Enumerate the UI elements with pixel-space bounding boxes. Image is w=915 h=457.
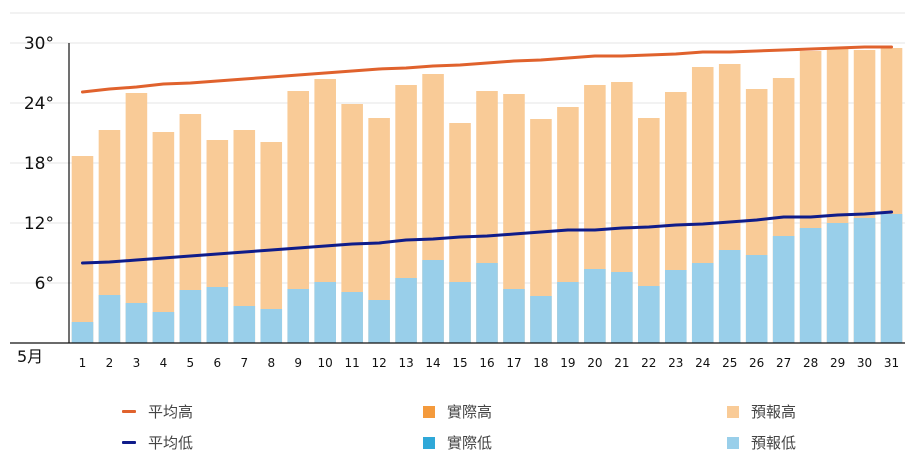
x-tick-label: 31 [884,356,899,370]
x-tick-label: 21 [614,356,629,370]
x-tick-label: 14 [425,356,440,370]
forecast-low-bar [718,250,741,343]
forecast-low-bar [125,303,148,343]
x-tick-label: 8 [267,356,275,370]
x-tick-label: 22 [641,356,656,370]
forecast-low-bar [152,312,175,343]
forecast-low-bar [772,236,795,343]
forecast-low-bar [395,278,417,343]
x-tick-label: 17 [506,356,521,370]
x-tick-label: 29 [830,356,845,370]
forecast-high-bar [287,91,310,343]
forecast-low-bar [260,309,283,343]
x-tick-label: 10 [318,356,333,370]
forecast-high-bar [179,114,202,343]
forecast-low-bar [476,263,498,343]
x-tick-label: 24 [695,356,710,370]
forecast-low-bar [853,218,876,343]
forecast-low-bar [503,289,525,343]
forecast-low-bar [584,269,606,343]
forecast-low-bar [233,306,256,343]
y-tick-label: 30° [24,34,54,54]
x-tick-label: 19 [560,356,575,370]
x-tick-label: 16 [479,356,494,370]
forecast-low-bar [341,292,363,343]
forecast-low-bar [691,263,714,343]
forecast-low-bar [638,286,660,343]
x-tick-label: 18 [533,356,548,370]
x-tick-label: 2 [106,356,114,370]
forecast-high-bar [71,156,94,343]
forecast-low-bar [530,296,552,343]
month-label: 5月 [17,347,43,366]
forecast-low-bar [557,282,579,343]
x-tick-label: 7 [240,356,248,370]
x-tick-label: 5 [187,356,195,370]
forecast-high-bar [152,132,175,343]
forecast-high-bar [314,79,336,343]
x-tick-label: 23 [668,356,683,370]
x-tick-label: 20 [587,356,602,370]
forecast-low-bar [664,270,687,343]
axis-layer: 6°12°18°24°30°5月 1 2 3 4 5 6 7 8 9 10 11 12 13 14 15 16 1… [10,34,905,370]
y-tick-label: 24° [24,94,54,114]
forecast-low-bar [611,272,633,343]
bar-layer [71,48,903,343]
forecast-low-bar [826,223,849,343]
y-tick-label: 18° [24,154,54,174]
forecast-high-bar [233,130,256,343]
x-tick-label: 12 [371,356,386,370]
x-tick-label: 27 [776,356,791,370]
forecast-high-bar [98,130,121,343]
y-tick-label: 6° [35,274,54,294]
forecast-low-bar [422,260,444,343]
x-tick-label: 30 [857,356,872,370]
y-tick-label: 12° [24,214,54,234]
forecast-low-bar [71,322,94,343]
forecast-low-bar [287,289,310,343]
avg-high-line [80,45,894,94]
x-tick-label: 1 [79,356,87,370]
forecast-low-bar [449,282,471,343]
x-tick-label: 26 [749,356,764,370]
forecast-low-bar [799,228,822,343]
forecast-high-bar [503,94,525,343]
forecast-low-bar [368,300,390,343]
x-tick-label: 15 [452,356,467,370]
x-tick-label: 25 [722,356,737,370]
forecast-high-bar [260,142,283,343]
avg-low-line [80,210,894,265]
x-tick-label: 28 [803,356,818,370]
x-tick-label: 6 [214,356,222,370]
forecast-high-bar [125,93,148,343]
x-tick-label: 4 [160,356,168,370]
x-tick-label: 9 [294,356,302,370]
x-tick-label: 11 [345,356,360,370]
forecast-low-bar [880,214,903,343]
x-tick-label: 3 [133,356,141,370]
forecast-low-bar [745,255,768,343]
forecast-low-bar [206,287,229,343]
line-layer [80,45,894,265]
forecast-low-bar [179,290,202,343]
forecast-low-bar [98,295,121,343]
forecast-high-bar [368,118,390,343]
forecast-high-bar [341,104,363,343]
x-tick-label: 13 [398,356,413,370]
forecast-low-bar [314,282,336,343]
